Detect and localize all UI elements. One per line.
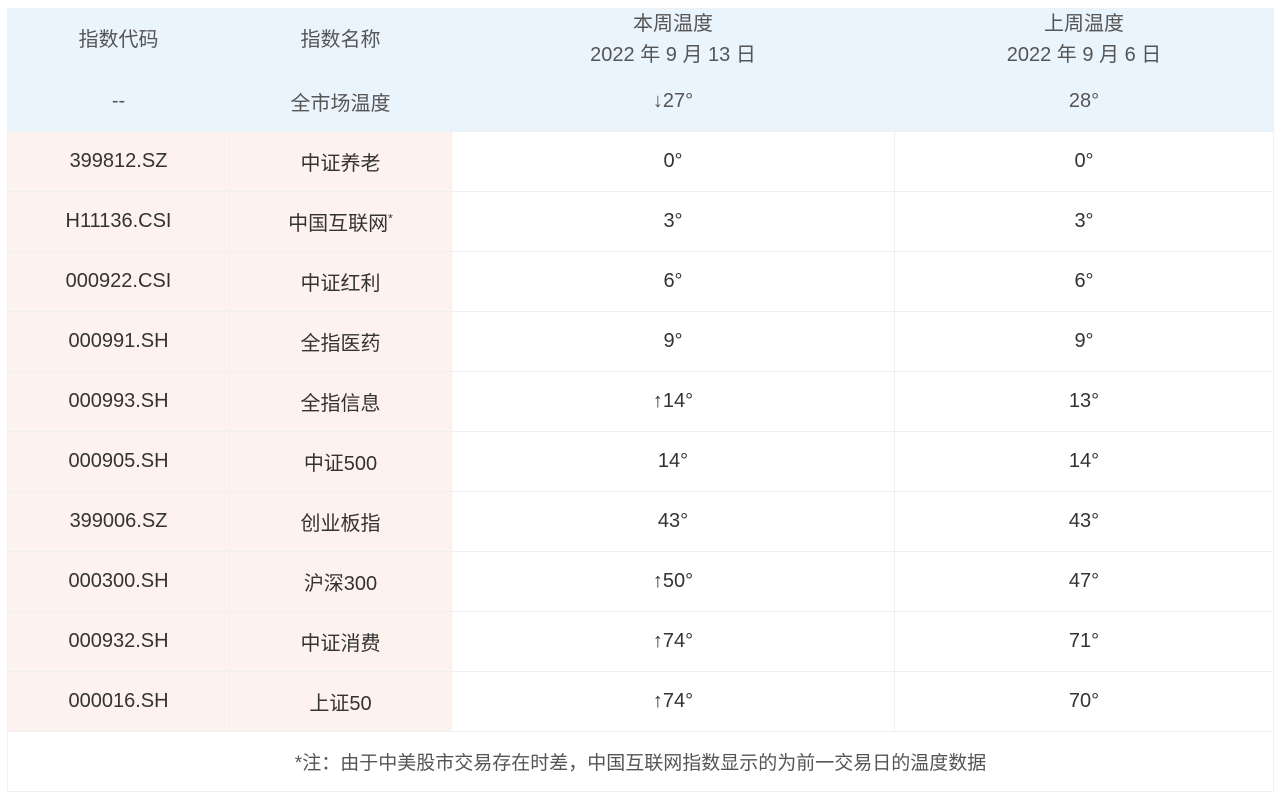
header-last-week-date: 2022 年 9 月 6 日	[1006, 44, 1162, 66]
market-this-week: ↓27°	[451, 71, 895, 132]
index-name-text: 创业板指	[300, 513, 381, 535]
index-name-text: 全指医药	[300, 333, 381, 355]
last-week-temp: 47°	[894, 551, 1274, 612]
table-row: 000922.CSI 中证红利 6° 6°	[7, 251, 1274, 312]
header-last-week: 上周温度 2022 年 9 月 6 日	[894, 8, 1274, 72]
footnote: *注：由于中美股市交易存在时差，中国互联网指数显示的为前一交易日的温度数据	[7, 731, 1274, 792]
header-code: 指数代码	[7, 8, 230, 72]
this-week-temp: 43°	[451, 491, 895, 552]
index-name: 全指信息	[229, 371, 452, 432]
index-name-text: 中证养老	[300, 153, 381, 175]
header-row: 指数代码 指数名称 本周温度 2022 年 9 月 13 日 上周温度 2022 年…	[7, 8, 1274, 72]
table-row: 000016.SH 上证50 ↑74° 70°	[7, 671, 1274, 732]
last-week-temp: 14°	[894, 431, 1274, 492]
index-name: 上证50	[229, 671, 452, 732]
table-row: 399006.SZ 创业板指 43° 43°	[7, 491, 1274, 552]
last-week-temp: 70°	[894, 671, 1274, 732]
this-week-temp: 6°	[451, 251, 895, 312]
index-name-text: 沪深300	[303, 573, 378, 595]
table-row: 000905.SH 中证500 14° 14°	[7, 431, 1274, 492]
last-week-temp: 71°	[894, 611, 1274, 672]
table-row: 000300.SH 沪深300 ↑50° 47°	[7, 551, 1274, 612]
index-code: H11136.CSI	[7, 191, 230, 252]
table-row: 000991.SH 全指医药 9° 9°	[7, 311, 1274, 372]
table-row: 399812.SZ 中证养老 0° 0°	[7, 131, 1274, 192]
index-code: 000300.SH	[7, 551, 230, 612]
index-name: 中证500	[229, 431, 452, 492]
this-week-temp: 9°	[451, 311, 895, 372]
this-week-temp: ↑14°	[451, 371, 895, 432]
index-name: 中国互联网*	[229, 191, 452, 252]
table-row: 000932.SH 中证消费 ↑74° 71°	[7, 611, 1274, 672]
market-code: --	[7, 71, 230, 132]
index-name: 沪深300	[229, 551, 452, 612]
index-name: 全指医药	[229, 311, 452, 372]
last-week-temp: 0°	[894, 131, 1274, 192]
market-name: 全市场温度	[229, 71, 452, 132]
index-name-text: 中国互联网	[288, 213, 389, 235]
index-name-text: 中证红利	[300, 273, 381, 295]
this-week-temp: ↑50°	[451, 551, 895, 612]
index-code: 399006.SZ	[7, 491, 230, 552]
index-name-mark: *	[388, 211, 393, 226]
last-week-temp: 6°	[894, 251, 1274, 312]
index-name-text: 中证500	[303, 453, 378, 475]
table-row: H11136.CSI 中国互联网* 3° 3°	[7, 191, 1274, 252]
temperature-table: 指数代码 指数名称 本周温度 2022 年 9 月 13 日 上周温度 2022 年…	[7, 8, 1274, 792]
index-code: 000993.SH	[7, 371, 230, 432]
last-week-temp: 9°	[894, 311, 1274, 372]
index-name-text: 上证50	[309, 693, 372, 715]
index-code: 000991.SH	[7, 311, 230, 372]
header-this-week: 本周温度 2022 年 9 月 13 日	[451, 8, 895, 72]
index-code: 000922.CSI	[7, 251, 230, 312]
index-code: 399812.SZ	[7, 131, 230, 192]
this-week-temp: 3°	[451, 191, 895, 252]
index-name: 中证养老	[229, 131, 452, 192]
this-week-temp: 0°	[451, 131, 895, 192]
this-week-temp: 14°	[451, 431, 895, 492]
this-week-temp: ↑74°	[451, 671, 895, 732]
index-code: 000932.SH	[7, 611, 230, 672]
last-week-temp: 3°	[894, 191, 1274, 252]
last-week-temp: 43°	[894, 491, 1274, 552]
market-last-week: 28°	[894, 71, 1274, 132]
index-name-text: 中证消费	[300, 633, 381, 655]
this-week-temp: ↑74°	[451, 611, 895, 672]
table-row: 000993.SH 全指信息 ↑14° 13°	[7, 371, 1274, 432]
header-last-week-label: 上周温度	[1044, 13, 1124, 35]
header-this-week-label: 本周温度	[633, 13, 713, 35]
last-week-temp: 13°	[894, 371, 1274, 432]
index-code: 000905.SH	[7, 431, 230, 492]
index-name-text: 全指信息	[300, 393, 381, 415]
index-name: 中证红利	[229, 251, 452, 312]
index-code: 000016.SH	[7, 671, 230, 732]
header-this-week-date: 2022 年 9 月 13 日	[590, 44, 756, 66]
header-name: 指数名称	[229, 8, 452, 72]
index-name: 创业板指	[229, 491, 452, 552]
footnote-row: *注：由于中美股市交易存在时差，中国互联网指数显示的为前一交易日的温度数据	[7, 731, 1274, 792]
market-row: -- 全市场温度 ↓27° 28°	[7, 71, 1274, 132]
index-name: 中证消费	[229, 611, 452, 672]
